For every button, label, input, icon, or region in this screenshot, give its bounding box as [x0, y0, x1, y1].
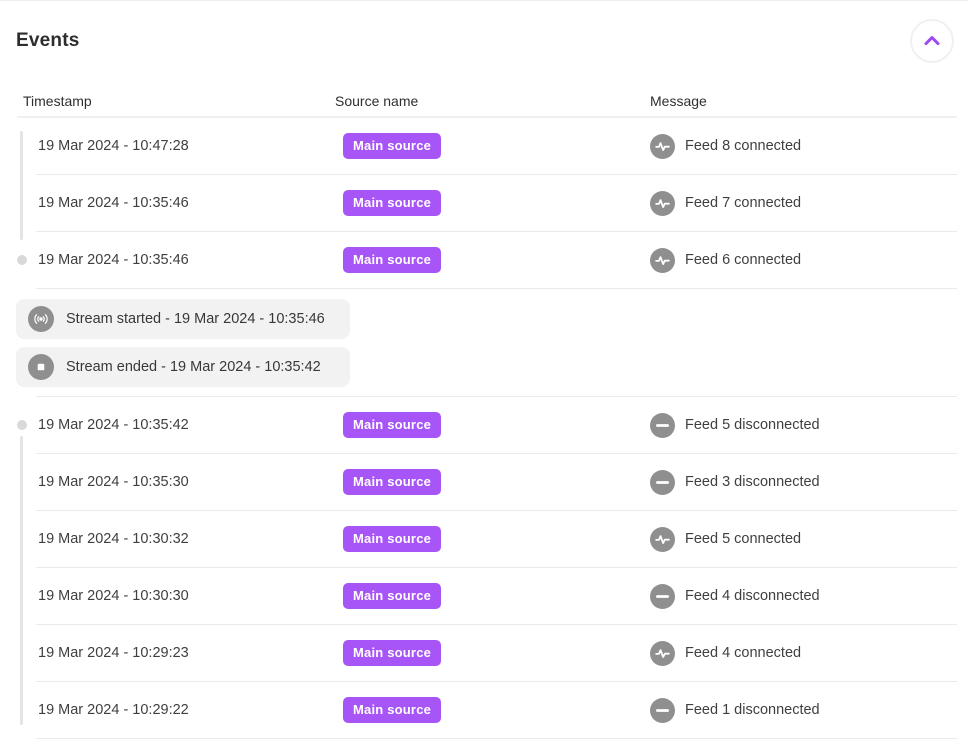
- event-timestamp: 19 Mar 2024 - 10:30:30: [38, 588, 189, 604]
- source-badge: Main source: [343, 190, 442, 216]
- event-timestamp: 19 Mar 2024 - 10:35:30: [38, 474, 189, 490]
- table-row: 19 Mar 2024 - 10:29:23 Main source Feed 4 …: [36, 625, 957, 682]
- event-message: Feed 5 disconnected: [685, 417, 820, 433]
- event-timestamp: 19 Mar 2024 - 10:47:28: [38, 138, 189, 154]
- source-badge: Main source: [343, 526, 442, 552]
- table-row: 19 Mar 2024 - 10:29:22 Main source Feed 1 …: [36, 682, 957, 739]
- event-message: Feed 6 connected: [685, 252, 802, 268]
- event-message: Feed 7 connected: [685, 195, 802, 211]
- event-timestamp: 19 Mar 2024 - 10:35:46: [38, 252, 189, 268]
- broadcast-icon: [28, 306, 54, 332]
- column-header-message: Message: [650, 93, 707, 109]
- chevron-up-icon: [924, 36, 940, 46]
- panel-header: Events: [0, 1, 968, 81]
- event-group-before-stream: 19 Mar 2024 - 10:47:28 Main source Feed 8 …: [17, 118, 957, 289]
- table-row: 19 Mar 2024 - 10:30:32 Main source Feed 5 …: [36, 511, 957, 568]
- event-message: Feed 8 connected: [685, 138, 802, 154]
- event-message: Feed 4 disconnected: [685, 588, 820, 604]
- pulse-icon: [650, 190, 675, 216]
- timeline-line: [20, 131, 23, 240]
- source-badge: Main source: [343, 640, 442, 666]
- page-title: Events: [16, 30, 80, 51]
- event-message: Feed 3 disconnected: [685, 474, 820, 490]
- stream-marker-label: Stream started - 19 Mar 2024 - 10:35:46: [66, 311, 325, 327]
- table-row: 19 Mar 2024 - 10:35:46 Main source Feed 6 …: [17, 232, 957, 289]
- event-message: Feed 1 disconnected: [685, 702, 820, 718]
- timeline-line: [20, 436, 23, 725]
- table-row: 19 Mar 2024 - 10:35:46 Main source Feed 7 …: [36, 175, 957, 232]
- source-badge: Main source: [343, 412, 442, 438]
- event-timestamp: 19 Mar 2024 - 10:35:42: [38, 417, 189, 433]
- source-badge: Main source: [343, 583, 442, 609]
- minus-icon: [650, 583, 675, 609]
- stop-icon: [28, 354, 54, 380]
- events-table: 19 Mar 2024 - 10:47:28 Main source Feed 8 …: [0, 118, 968, 739]
- stream-marker-label: Stream ended - 19 Mar 2024 - 10:35:42: [66, 359, 321, 375]
- event-timestamp: 19 Mar 2024 - 10:35:46: [38, 195, 189, 211]
- event-timestamp: 19 Mar 2024 - 10:30:32: [38, 531, 189, 547]
- event-message: Feed 4 connected: [685, 645, 802, 661]
- stream-started-marker: Stream started - 19 Mar 2024 - 10:35:46: [16, 299, 350, 339]
- stream-ended-marker: Stream ended - 19 Mar 2024 - 10:35:42: [16, 347, 350, 387]
- column-header-source-name: Source name: [335, 93, 419, 109]
- minus-icon: [650, 412, 675, 438]
- collapse-button[interactable]: [910, 19, 954, 63]
- stream-markers: Stream started - 19 Mar 2024 - 10:35:46 S…: [0, 289, 968, 387]
- source-badge: Main source: [343, 247, 442, 273]
- source-badge: Main source: [343, 697, 442, 723]
- pulse-icon: [650, 526, 675, 552]
- table-row: 19 Mar 2024 - 10:35:30 Main source Feed 3 …: [36, 454, 957, 511]
- source-badge: Main source: [343, 133, 442, 159]
- table-row: 19 Mar 2024 - 10:35:42 Main source Feed 5 …: [17, 397, 957, 454]
- event-message: Feed 5 connected: [685, 531, 802, 547]
- pulse-icon: [650, 640, 675, 666]
- event-timestamp: 19 Mar 2024 - 10:29:23: [38, 645, 189, 661]
- event-timestamp: 19 Mar 2024 - 10:29:22: [38, 702, 189, 718]
- table-row: 19 Mar 2024 - 10:30:30 Main source Feed 4 …: [36, 568, 957, 625]
- pulse-icon: [650, 133, 675, 159]
- minus-icon: [650, 697, 675, 723]
- column-header-timestamp: Timestamp: [23, 93, 92, 109]
- table-header: Timestamp Source name Message: [17, 81, 957, 118]
- minus-icon: [650, 469, 675, 495]
- pulse-icon: [650, 247, 675, 273]
- table-row: 19 Mar 2024 - 10:47:28 Main source Feed 8 …: [36, 118, 957, 175]
- source-badge: Main source: [343, 469, 442, 495]
- event-group-after-stream: 19 Mar 2024 - 10:35:42 Main source Feed 5 …: [17, 396, 957, 739]
